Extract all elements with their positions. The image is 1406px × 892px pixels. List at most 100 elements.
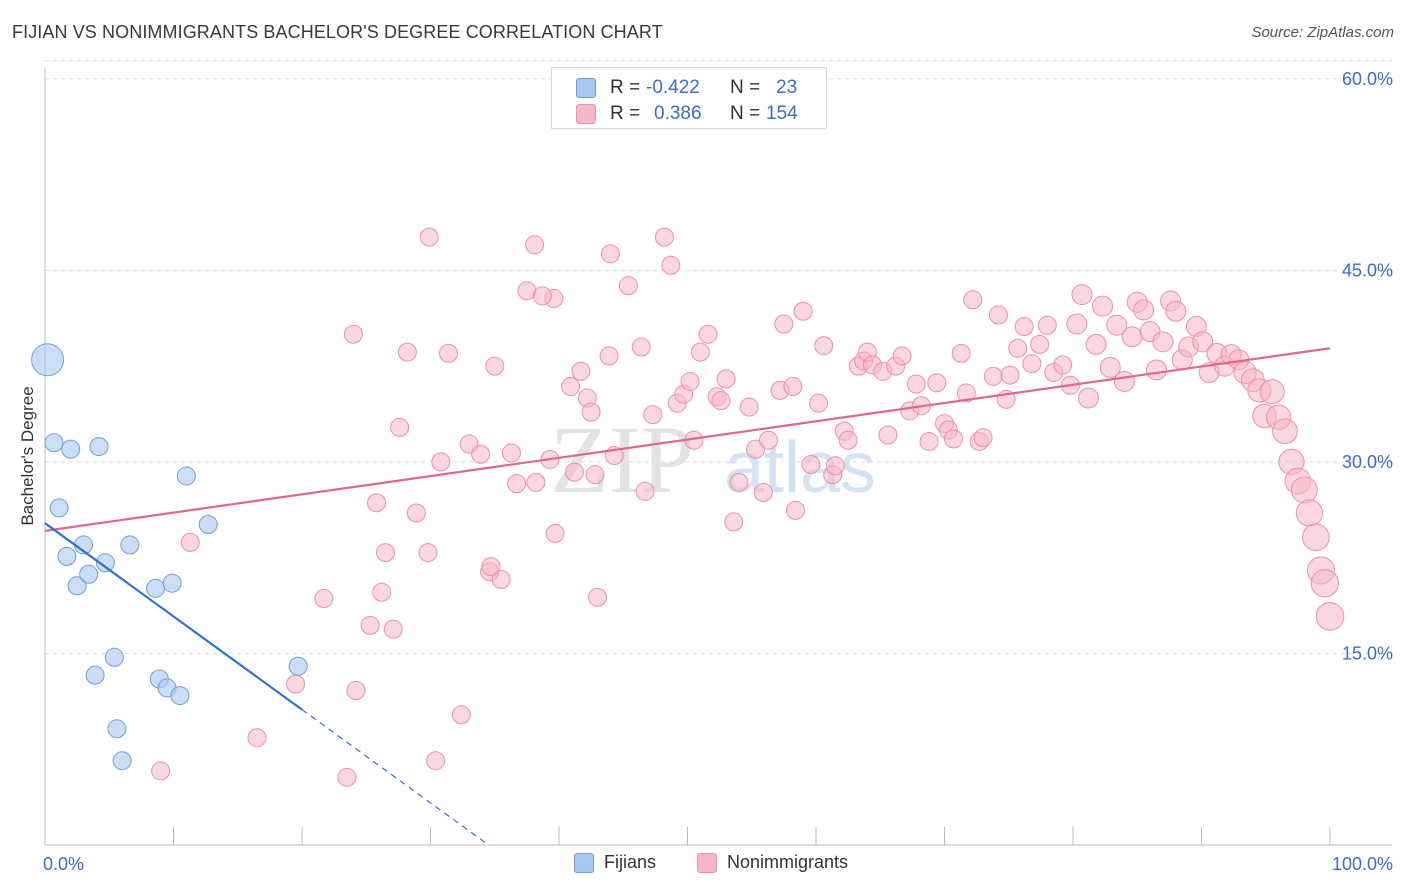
nonimmigrants-point-65: [758, 430, 778, 450]
fijians-point-10: [95, 553, 115, 573]
nonimmigrants-point-123: [1146, 359, 1168, 381]
fijians-point-20: [176, 466, 196, 486]
nonimmigrants-point-153: [481, 557, 501, 577]
fijians-point-1: [44, 433, 64, 453]
nonimmigrants-point-18: [426, 751, 446, 771]
nonimmigrants-point-149: [1310, 569, 1339, 598]
nonimmigrants-point-37: [571, 361, 591, 381]
nonimmigrants-point-119: [1121, 326, 1143, 348]
nonimmigrants-point-28: [507, 474, 527, 494]
nonimmigrants-point-42: [599, 346, 619, 366]
nonimmigrants-point-11: [376, 543, 396, 563]
nonimmigrants-point-27: [501, 443, 521, 463]
fijians-r-label: R =: [610, 77, 641, 98]
nonimmigrants-point-14: [397, 342, 417, 362]
fijians-point-14: [120, 535, 140, 555]
nonimmigrants-point-31: [526, 472, 546, 492]
nonimmigrants-point-73: [814, 336, 834, 356]
gridlines: [45, 60, 1392, 654]
nonimmigrants-point-90: [927, 373, 947, 393]
nonimmigrants-point-150: [1315, 602, 1345, 631]
nonimmigrants-point-64: [753, 483, 773, 503]
fijians-point-11: [104, 647, 124, 667]
x-tick-label-max: 100.0%: [1332, 854, 1393, 874]
nonimmigrants-point-94: [951, 343, 971, 363]
nonimmigrants-point-3: [286, 674, 306, 694]
x-tick-label-min: 0.0%: [43, 854, 84, 874]
fijians-point-8: [85, 665, 105, 685]
nonimmigrants-point-140: [1259, 379, 1285, 405]
nonimmigrants-point-0: [151, 761, 171, 781]
nonimmigrants-point-142: [1272, 418, 1298, 445]
nonimmigrants-point-146: [1295, 499, 1324, 527]
nonimmigrants-point-34: [545, 523, 565, 543]
nonimmigrants-point-61: [729, 472, 749, 492]
nonimmigrants-point-85: [892, 346, 912, 366]
tick-labels: 15.0% 30.0% 45.0% 60.0% 0.0% 100.0%: [43, 69, 1393, 874]
legend-swatch-fijians: [574, 852, 594, 873]
fijians-n-label: N =: [730, 77, 761, 98]
legend-item-fijians[interactable]: Fijians: [574, 852, 656, 873]
nonimmigrants-swatch: [576, 104, 596, 124]
nonimmigrants-n-label: N =: [730, 103, 761, 124]
fijians-trend-extension: [301, 709, 489, 846]
nonimmigrants-point-53: [680, 371, 700, 391]
fijians-point-12: [107, 719, 127, 739]
nonimmigrants-point-72: [809, 393, 829, 413]
nonimmigrants-point-98: [973, 428, 993, 448]
nonimmigrants-point-7: [343, 324, 363, 344]
nonimmigrants-point-45: [618, 276, 638, 296]
nonimmigrants-point-16: [418, 543, 438, 563]
nonimmigrants-point-15: [406, 503, 426, 523]
nonimmigrants-point-104: [1014, 317, 1034, 337]
legend-item-nonimmigrants[interactable]: Nonimmigrants: [697, 852, 848, 873]
nonimmigrants-point-109: [1053, 355, 1073, 375]
nonimmigrants-point-152: [532, 286, 552, 306]
nonimmigrants-point-26: [491, 569, 511, 589]
nonimmigrants-point-126: [1165, 300, 1187, 322]
fijians-point-19: [170, 686, 190, 706]
nonimmigrants-point-60: [724, 512, 744, 532]
stats-row-nonimmigrants: R = 0.386 N = 154: [552, 100, 826, 128]
nonimmigrants-point-117: [1106, 314, 1128, 336]
legend-label-fijians: Fijians: [604, 852, 657, 872]
y-tick-label-2: 45.0%: [1342, 260, 1393, 280]
nonimmigrants-point-6: [346, 680, 366, 700]
nonimmigrants-point-145: [1290, 476, 1318, 504]
nonimmigrants-point-116: [1099, 356, 1121, 378]
nonimmigrants-point-10: [372, 582, 392, 602]
fijians-point-15: [146, 578, 166, 598]
fijians-trend-line: [44, 522, 303, 711]
nonimmigrants-point-102: [1000, 365, 1020, 385]
nonimmigrants-point-12: [383, 619, 403, 639]
nonimmigrants-point-115: [1092, 295, 1114, 317]
nonimmigrants-point-105: [1022, 354, 1042, 374]
nonimmigrants-point-103: [1008, 338, 1028, 358]
nonimmigrants-point-67: [774, 314, 794, 334]
nonimmigrants-point-62: [739, 397, 759, 417]
nonimmigrants-point-99: [983, 366, 1003, 386]
nonimmigrants-n-value: 154: [766, 103, 798, 124]
nonimmigrants-point-71: [801, 454, 821, 474]
nonimmigrants-point-87: [906, 374, 926, 394]
nonimmigrants-point-13: [390, 417, 410, 437]
chart-title: FIJIAN VS NONIMMIGRANTS BACHELOR'S DEGRE…: [12, 22, 663, 42]
fijians-point-0: [31, 343, 65, 377]
nonimmigrants-point-100: [988, 305, 1008, 325]
nonimmigrants-point-106: [1030, 334, 1050, 354]
nonimmigrants-point-25: [485, 356, 505, 376]
nonimmigrants-point-70: [793, 301, 813, 321]
nonimmigrants-point-68: [783, 377, 803, 397]
nonimmigrants-point-40: [585, 465, 605, 485]
fijians-point-22: [288, 656, 308, 676]
nonimmigrants-point-35: [561, 377, 581, 397]
nonimmigrants-point-5: [337, 767, 357, 787]
nonimmigrants-point-30: [525, 235, 545, 255]
fijians-point-21: [198, 514, 218, 534]
nonimmigrants-point-95: [956, 383, 976, 403]
y-tick-label-0: 15.0%: [1342, 643, 1393, 663]
nonimmigrants-point-19: [431, 452, 451, 472]
nonimmigrants-point-8: [360, 615, 380, 635]
nonimmigrants-points: [151, 79, 1345, 787]
